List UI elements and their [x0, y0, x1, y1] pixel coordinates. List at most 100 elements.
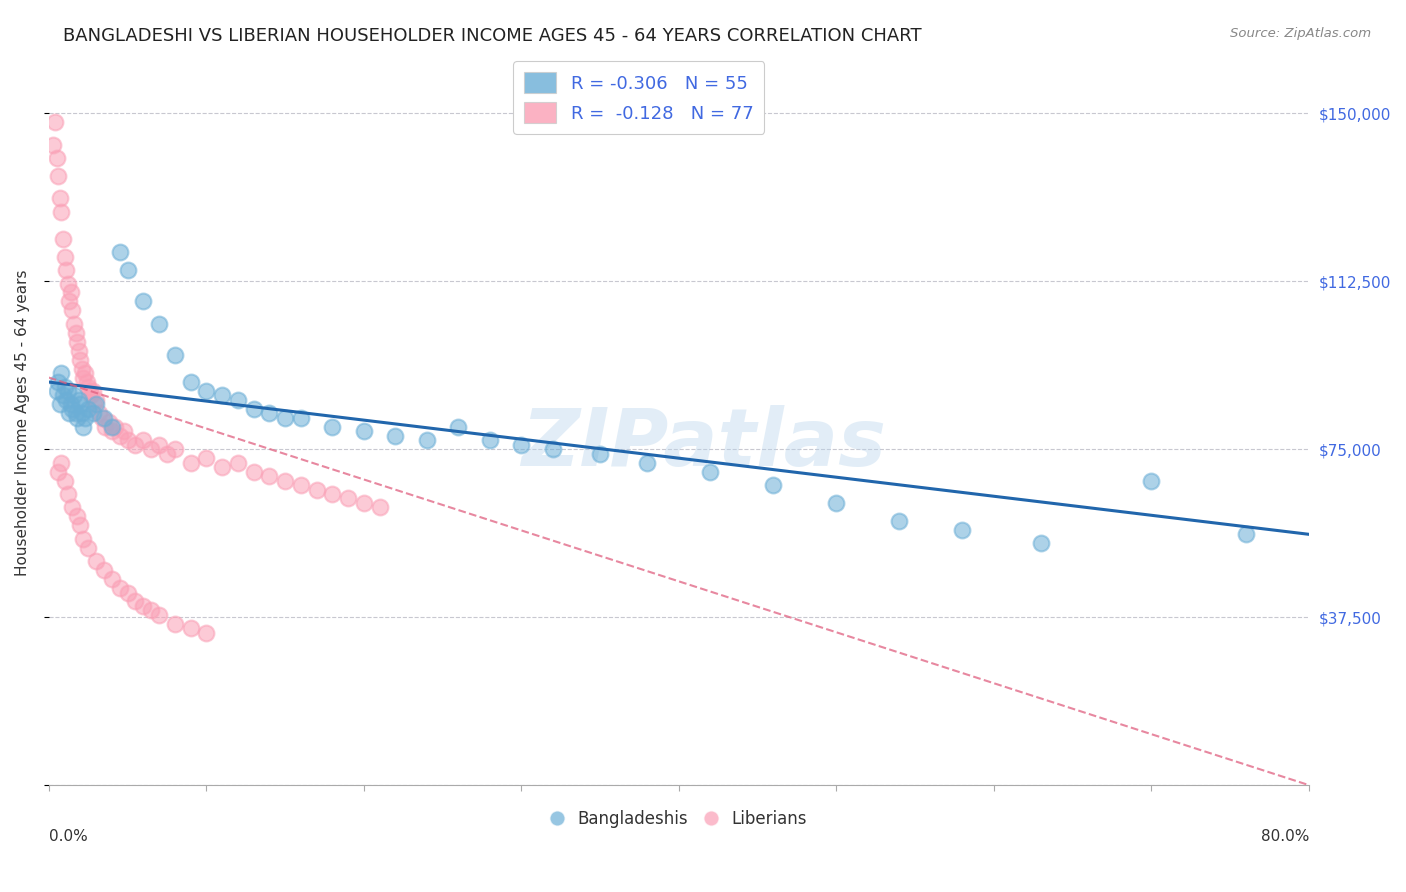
Point — [636, 456, 658, 470]
Point — [84, 554, 107, 568]
Point — [79, 384, 101, 398]
Point — [80, 388, 103, 402]
Point — [112, 425, 135, 439]
Point — [195, 451, 218, 466]
Point — [56, 487, 79, 501]
Point — [49, 191, 72, 205]
Point — [259, 406, 281, 420]
Point — [541, 442, 564, 457]
Point — [44, 115, 66, 129]
Point — [82, 384, 104, 398]
Point — [321, 487, 343, 501]
Point — [84, 397, 107, 411]
Point — [94, 420, 117, 434]
Point — [73, 366, 96, 380]
Point — [70, 406, 93, 420]
Legend: Bangladeshis, Liberians: Bangladeshis, Liberians — [544, 804, 814, 835]
Point — [67, 392, 90, 407]
Text: BANGLADESHI VS LIBERIAN HOUSEHOLDER INCOME AGES 45 - 64 YEARS CORRELATION CHART: BANGLADESHI VS LIBERIAN HOUSEHOLDER INCO… — [63, 27, 922, 45]
Point — [447, 420, 470, 434]
Point — [353, 496, 375, 510]
Point — [69, 397, 91, 411]
Point — [67, 343, 90, 358]
Point — [163, 348, 186, 362]
Point — [180, 375, 202, 389]
Point — [69, 518, 91, 533]
Point — [148, 317, 170, 331]
Point — [104, 420, 127, 434]
Point — [70, 361, 93, 376]
Point — [211, 460, 233, 475]
Point — [124, 594, 146, 608]
Point — [72, 420, 94, 434]
Point — [156, 447, 179, 461]
Point — [59, 285, 82, 300]
Point — [226, 392, 249, 407]
Point — [368, 500, 391, 515]
Point — [56, 384, 79, 398]
Point — [889, 514, 911, 528]
Point — [132, 294, 155, 309]
Point — [100, 572, 122, 586]
Point — [290, 478, 312, 492]
Point — [93, 563, 115, 577]
Point — [91, 410, 114, 425]
Point — [46, 375, 69, 389]
Point — [242, 401, 264, 416]
Point — [59, 397, 82, 411]
Point — [117, 585, 139, 599]
Point — [72, 532, 94, 546]
Point — [69, 352, 91, 367]
Point — [274, 474, 297, 488]
Point — [66, 334, 89, 349]
Text: Source: ZipAtlas.com: Source: ZipAtlas.com — [1230, 27, 1371, 40]
Point — [58, 406, 80, 420]
Point — [132, 599, 155, 613]
Point — [72, 370, 94, 384]
Point — [77, 379, 100, 393]
Point — [195, 384, 218, 398]
Point — [77, 541, 100, 555]
Point — [589, 447, 612, 461]
Point — [51, 366, 73, 380]
Point — [108, 581, 131, 595]
Point — [82, 406, 104, 420]
Text: ZIPatlas: ZIPatlas — [522, 405, 887, 483]
Point — [60, 303, 83, 318]
Point — [60, 500, 83, 515]
Point — [478, 434, 501, 448]
Point — [139, 603, 162, 617]
Point — [53, 250, 76, 264]
Point — [46, 465, 69, 479]
Point — [825, 496, 848, 510]
Point — [1234, 527, 1257, 541]
Point — [274, 410, 297, 425]
Point — [60, 401, 83, 416]
Point — [46, 169, 69, 183]
Point — [148, 438, 170, 452]
Point — [384, 429, 406, 443]
Point — [97, 415, 120, 429]
Point — [52, 232, 75, 246]
Point — [65, 326, 87, 340]
Point — [100, 420, 122, 434]
Point — [195, 625, 218, 640]
Point — [762, 478, 785, 492]
Point — [63, 388, 86, 402]
Point — [139, 442, 162, 457]
Point — [180, 456, 202, 470]
Point — [83, 397, 105, 411]
Text: 80.0%: 80.0% — [1261, 829, 1309, 844]
Point — [45, 384, 67, 398]
Point — [45, 151, 67, 165]
Point — [89, 406, 111, 420]
Point — [65, 406, 87, 420]
Point — [52, 388, 75, 402]
Point — [77, 401, 100, 416]
Point — [950, 523, 973, 537]
Point — [56, 277, 79, 291]
Point — [242, 465, 264, 479]
Y-axis label: Householder Income Ages 45 - 64 years: Householder Income Ages 45 - 64 years — [15, 269, 30, 575]
Point — [55, 392, 77, 407]
Point — [180, 621, 202, 635]
